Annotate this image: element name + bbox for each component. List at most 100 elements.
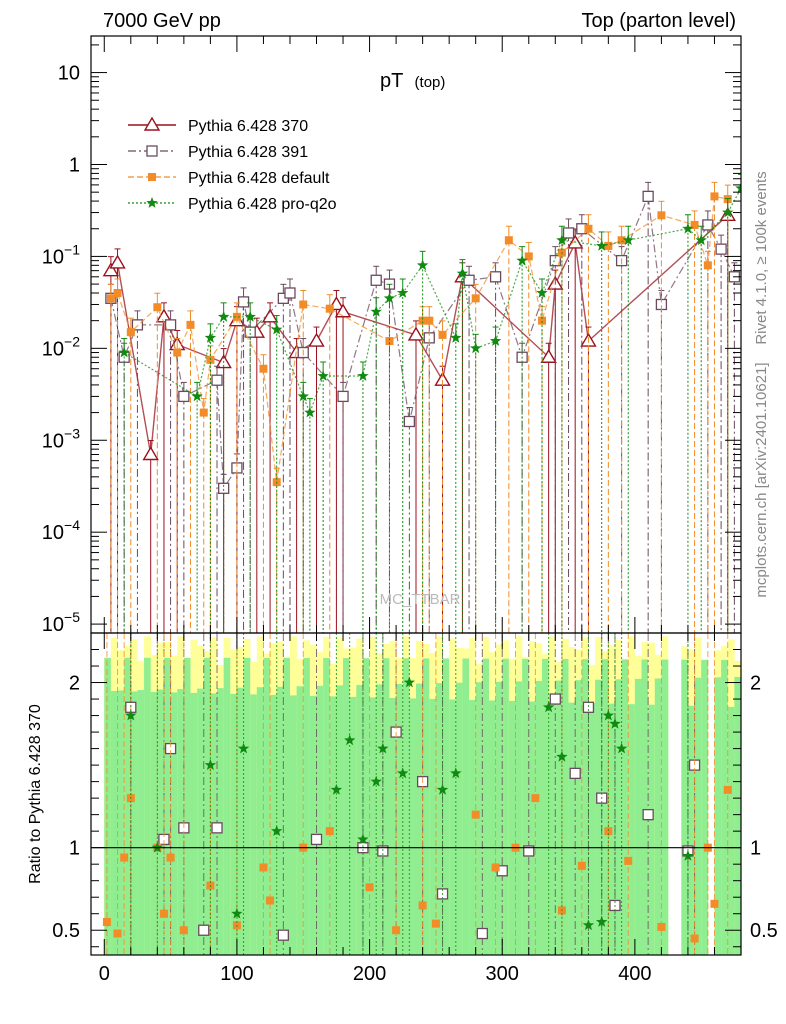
data-point xyxy=(173,348,182,357)
series-triangle xyxy=(102,200,736,633)
band-green xyxy=(256,687,264,955)
ratio-point xyxy=(577,861,586,870)
ratio-point xyxy=(365,883,374,892)
series-star xyxy=(118,173,741,633)
y-tick-label: 10−3 xyxy=(42,425,80,452)
band-green xyxy=(628,704,636,955)
ratio-point xyxy=(431,919,440,928)
data-point xyxy=(191,390,203,402)
ratio-point xyxy=(266,896,275,905)
data-point xyxy=(657,211,666,220)
data-point xyxy=(142,446,159,461)
ratio-point xyxy=(531,794,540,803)
ratio-point xyxy=(682,849,694,861)
band-green xyxy=(356,684,364,955)
data-point xyxy=(695,234,707,246)
data-point xyxy=(735,182,741,194)
band-green xyxy=(595,679,603,955)
band-green xyxy=(163,657,171,955)
ratio-panel-frame xyxy=(90,632,742,956)
band-green xyxy=(641,659,649,955)
band-green xyxy=(581,659,589,955)
data-point xyxy=(702,219,714,231)
x-tick-label: 400 xyxy=(618,963,651,985)
ratio-point xyxy=(198,924,210,936)
plot-title: pT (top) xyxy=(380,70,445,92)
data-point xyxy=(722,206,734,218)
band-green xyxy=(270,694,278,955)
band-green xyxy=(170,692,178,955)
band-green xyxy=(654,678,662,955)
data-point xyxy=(556,234,568,246)
x-tick-label: 0 xyxy=(99,963,110,985)
data-point xyxy=(109,254,126,269)
ratio-point xyxy=(450,767,462,779)
ratio-point xyxy=(237,742,250,754)
ratio-point xyxy=(259,863,268,872)
data-point xyxy=(622,234,634,246)
data-point xyxy=(703,261,712,270)
band-green xyxy=(561,659,569,955)
band-green xyxy=(104,657,112,955)
band-green xyxy=(309,695,317,955)
band-green xyxy=(469,699,476,955)
ratio-point xyxy=(344,734,356,746)
ratio-point xyxy=(310,833,323,846)
main-panel-data xyxy=(102,173,741,633)
header-right: Top (parton level) xyxy=(581,10,736,32)
band-green xyxy=(110,690,118,955)
data-point xyxy=(232,312,241,321)
band-green xyxy=(555,680,563,955)
axes: 10 1 10−1 10−2 10−3 10−4 10−5 0 100 200 300 400 0.5 0… xyxy=(42,36,778,985)
ratio-point xyxy=(377,742,389,754)
ratio-point xyxy=(615,742,628,754)
ratio-point xyxy=(582,919,595,931)
legend-entry: Pythia 6.428 default xyxy=(128,170,330,187)
ratio-point xyxy=(723,785,732,794)
data-point xyxy=(337,390,349,403)
ratio-point xyxy=(211,822,223,834)
series-square xyxy=(105,181,741,633)
x-tick-label: 200 xyxy=(353,963,386,985)
legend-entry: Pythia 6.428 370 xyxy=(128,116,308,135)
ratio-series-star xyxy=(125,633,694,955)
band-green xyxy=(449,699,457,955)
y-tick-label: 10 xyxy=(58,63,80,85)
band-green xyxy=(316,685,324,955)
band-green xyxy=(289,695,297,955)
data-point xyxy=(259,364,268,373)
data-point xyxy=(710,192,719,201)
ratio-point xyxy=(120,853,129,862)
data-point xyxy=(549,254,561,267)
ratio-point xyxy=(277,929,289,941)
data-point xyxy=(470,342,482,354)
data-point xyxy=(516,254,528,266)
legend-label: Pythia 6.428 370 xyxy=(188,118,308,135)
y-tick-label: 10−2 xyxy=(42,333,80,360)
data-point xyxy=(403,415,416,428)
band-green xyxy=(601,659,609,955)
band-green xyxy=(508,701,516,955)
data-point xyxy=(617,236,626,245)
band-green xyxy=(442,658,450,955)
ratio-point xyxy=(102,917,111,926)
band-green xyxy=(462,658,470,955)
legend-entry: Pythia 6.428 391 xyxy=(128,144,308,161)
band-green xyxy=(124,657,132,955)
ratio-point xyxy=(476,927,488,940)
legend-marker xyxy=(146,145,158,157)
ratio-point xyxy=(602,709,615,721)
band-green xyxy=(568,702,576,955)
ratio-point xyxy=(113,929,122,938)
data-point xyxy=(370,305,382,317)
data-point xyxy=(113,288,122,297)
band-green xyxy=(548,702,556,955)
data-point xyxy=(536,287,548,298)
band-green xyxy=(634,678,642,955)
x-tick-label: 100 xyxy=(220,963,253,985)
data-point xyxy=(178,390,190,403)
band-green xyxy=(369,697,377,955)
band-green xyxy=(230,693,238,955)
data-point xyxy=(237,296,250,308)
data-point xyxy=(153,303,162,312)
